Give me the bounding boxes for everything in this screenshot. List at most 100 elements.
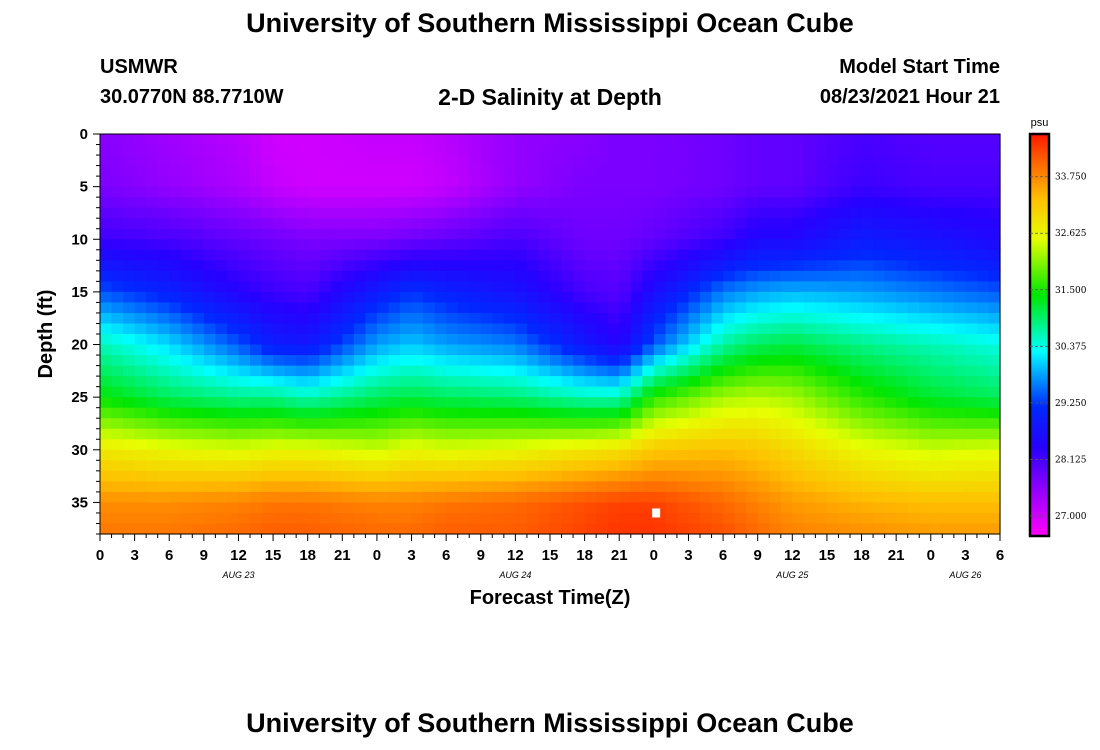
heatmap-cell	[907, 176, 920, 188]
heatmap-cell	[988, 449, 1001, 461]
heatmap-cell	[850, 439, 863, 451]
heatmap-cell	[988, 312, 1001, 325]
heatmap-cell	[503, 218, 516, 230]
heatmap-cell	[896, 376, 909, 388]
heatmap-cell	[284, 323, 297, 335]
heatmap-cell	[203, 470, 216, 482]
heatmap-cell	[526, 355, 540, 367]
heatmap-cell	[273, 481, 286, 493]
heatmap-cell	[226, 281, 240, 293]
heatmap-cell	[446, 365, 459, 377]
heatmap-cell	[192, 334, 205, 346]
heatmap-cell	[757, 386, 770, 398]
heatmap-cell	[388, 176, 401, 188]
heatmap-cell	[688, 302, 701, 314]
heatmap-cell	[157, 491, 170, 504]
heatmap-cell	[503, 302, 516, 314]
heatmap-cell	[861, 376, 874, 388]
heatmap-cell	[861, 470, 874, 482]
heatmap-cell	[907, 502, 920, 514]
heatmap-cell	[746, 323, 759, 335]
heatmap-cell	[815, 155, 828, 167]
heatmap-cell	[976, 176, 990, 188]
heatmap-cell	[907, 239, 920, 251]
heatmap-cell	[100, 270, 113, 282]
heatmap-cell	[838, 165, 851, 177]
heatmap-cell	[353, 207, 366, 219]
heatmap-cell	[953, 186, 966, 198]
heatmap-cell	[792, 134, 805, 146]
heatmap-cell	[907, 291, 920, 304]
heatmap-cell	[873, 134, 886, 146]
heatmap-cell	[515, 470, 528, 482]
heatmap-cell	[169, 270, 182, 282]
heatmap-cell	[826, 334, 840, 346]
heatmap-cell	[665, 249, 678, 261]
heatmap-cell	[203, 312, 216, 325]
heatmap-cell	[503, 428, 516, 440]
heatmap-cell	[307, 418, 320, 430]
heatmap-cell	[826, 186, 840, 198]
heatmap-cell	[515, 323, 528, 335]
x-tick-label: 0	[373, 547, 381, 564]
heatmap-cell	[100, 386, 113, 398]
heatmap-cell	[723, 523, 736, 535]
heatmap-cell	[330, 470, 343, 482]
heatmap-cell	[803, 197, 816, 209]
heatmap-cell	[515, 302, 528, 314]
heatmap-cell	[688, 218, 701, 230]
heatmap-cell	[815, 260, 828, 272]
heatmap-cell	[919, 502, 932, 514]
heatmap-cell	[526, 165, 540, 177]
heatmap-cell	[503, 291, 516, 304]
heatmap-cell	[988, 281, 1001, 293]
heatmap-cell	[861, 281, 874, 293]
heatmap-cell	[596, 407, 609, 419]
heatmap-cell	[353, 323, 366, 335]
heatmap-cell	[780, 186, 793, 198]
heatmap-cell	[307, 460, 320, 472]
heatmap-cell	[353, 344, 366, 356]
heatmap-cell	[757, 228, 770, 240]
heatmap-cell	[169, 176, 182, 188]
heatmap-cell	[400, 439, 413, 451]
heatmap-cell	[550, 449, 563, 461]
heatmap-cell	[723, 344, 736, 356]
heatmap-cell	[630, 365, 643, 377]
heatmap-cell	[700, 418, 713, 430]
heatmap-cell	[838, 260, 851, 272]
heatmap-cell	[619, 439, 632, 451]
heatmap-cell	[538, 186, 551, 198]
heatmap-cell	[330, 502, 343, 514]
heatmap-cell	[780, 291, 793, 304]
heatmap-cell	[492, 144, 505, 156]
heatmap-cell	[953, 428, 966, 440]
heatmap-cell	[446, 355, 459, 367]
heatmap-cell	[330, 386, 343, 398]
heatmap-cell	[100, 449, 113, 461]
heatmap-cell	[492, 491, 505, 504]
heatmap-cell	[584, 197, 597, 209]
heatmap-cell	[434, 512, 447, 525]
heatmap-cell	[203, 523, 216, 535]
heatmap-cell	[550, 334, 563, 346]
heatmap-cell	[711, 197, 724, 209]
heatmap-cell	[134, 186, 147, 198]
heatmap-cell	[769, 207, 782, 219]
heatmap-cell	[273, 502, 286, 514]
heatmap-cell	[988, 428, 1001, 440]
heatmap-cell	[157, 386, 170, 398]
heatmap-cell	[215, 355, 228, 367]
heatmap-cell	[446, 407, 459, 419]
heatmap-cell	[561, 418, 574, 430]
heatmap-cell	[330, 428, 343, 440]
heatmap-cell	[273, 344, 286, 356]
heatmap-cell	[434, 523, 447, 535]
heatmap-cell	[584, 291, 597, 304]
heatmap-cell	[780, 460, 793, 472]
heatmap-cell	[550, 218, 563, 230]
heatmap-cell	[700, 502, 713, 514]
heatmap-cell	[642, 397, 655, 409]
heatmap-cell	[180, 523, 193, 535]
heatmap-cell	[826, 249, 840, 261]
